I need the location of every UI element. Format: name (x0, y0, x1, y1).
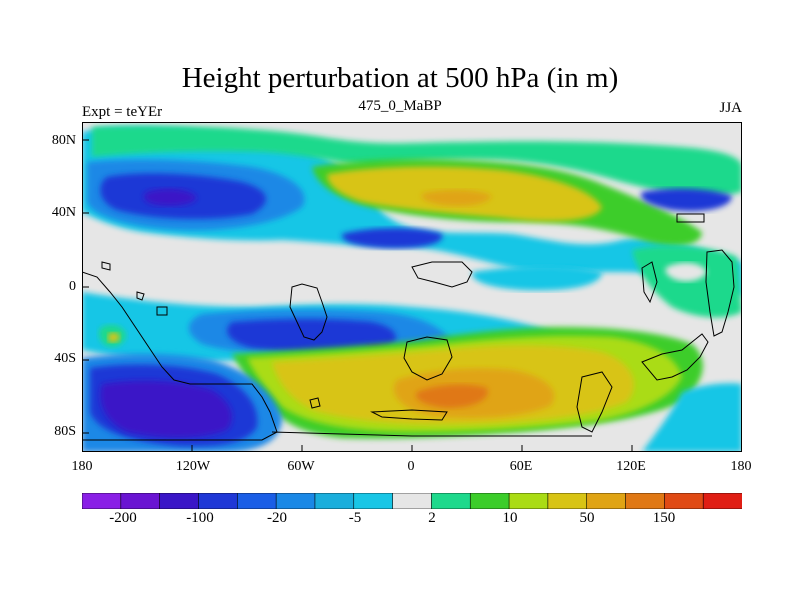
contour-region (108, 332, 120, 343)
colorbar-swatch (82, 493, 122, 509)
colorbar-swatch (353, 493, 394, 509)
colorbar-swatch (275, 493, 316, 509)
colorbar-swatch (314, 493, 355, 509)
lon-tick-label: 60E (509, 459, 533, 474)
colorbar (82, 493, 742, 509)
colorbar-swatch (392, 493, 433, 509)
colorbar-swatch (159, 493, 200, 509)
colorbar-swatch (431, 493, 471, 509)
colorbar-swatch (120, 493, 161, 509)
colorbar-swatch (664, 493, 704, 509)
contour-region (632, 245, 742, 318)
colorbar-label: -100 (186, 510, 214, 526)
contour-region (341, 228, 443, 249)
colorbar-label: 150 (652, 510, 676, 526)
lon-tick-label: 180 (730, 459, 752, 474)
colorbar-label: 10 (502, 510, 518, 526)
case-label: 475_0_MaBP (358, 98, 442, 114)
lon-tick-label: 180 (71, 459, 93, 474)
experiment-label: Expt = teYEr (82, 104, 163, 120)
contour-region (471, 266, 602, 291)
lon-tick-label: 60W (287, 459, 315, 474)
colorbar-swatch (547, 493, 588, 509)
colorbar-label: 50 (579, 510, 595, 526)
contour-region (100, 380, 232, 438)
lat-tick-label: 80S (54, 424, 76, 439)
season-label: JJA (719, 100, 742, 116)
contour-region (641, 188, 732, 212)
colorbar-swatch (508, 493, 549, 509)
map-plot (82, 122, 742, 452)
colorbar-swatch (469, 493, 510, 509)
colorbar-swatch (198, 493, 238, 509)
colorbar-swatch (236, 493, 277, 509)
contour-region (227, 319, 396, 353)
colorbar-swatch (586, 493, 627, 509)
colorbar-swatch (625, 493, 665, 509)
lon-tick-label: 120E (616, 459, 646, 474)
contour-region (642, 383, 742, 452)
lat-tick-label: 0 (69, 279, 76, 294)
lat-tick-label: 80N (51, 133, 76, 148)
colorbar-label: -5 (348, 510, 362, 526)
colorbar-label: 2 (428, 510, 436, 526)
colorbar-label: -200 (109, 510, 137, 526)
contour-region (416, 384, 488, 408)
lat-tick-label: 40N (51, 205, 76, 220)
contour-region (421, 189, 492, 206)
lat-tick-label: 40S (54, 351, 76, 366)
colorbar-label: -20 (267, 510, 287, 526)
coastlines (82, 213, 735, 441)
colorbar-swatch (702, 493, 742, 509)
lon-tick-label: 120W (175, 459, 211, 474)
contour-region (143, 188, 197, 206)
axis-ticks (82, 139, 633, 452)
lon-tick-label: 0 (407, 459, 415, 474)
chart-title: Height perturbation at 500 hPa (in m) (181, 62, 619, 94)
contour-region (665, 262, 707, 282)
